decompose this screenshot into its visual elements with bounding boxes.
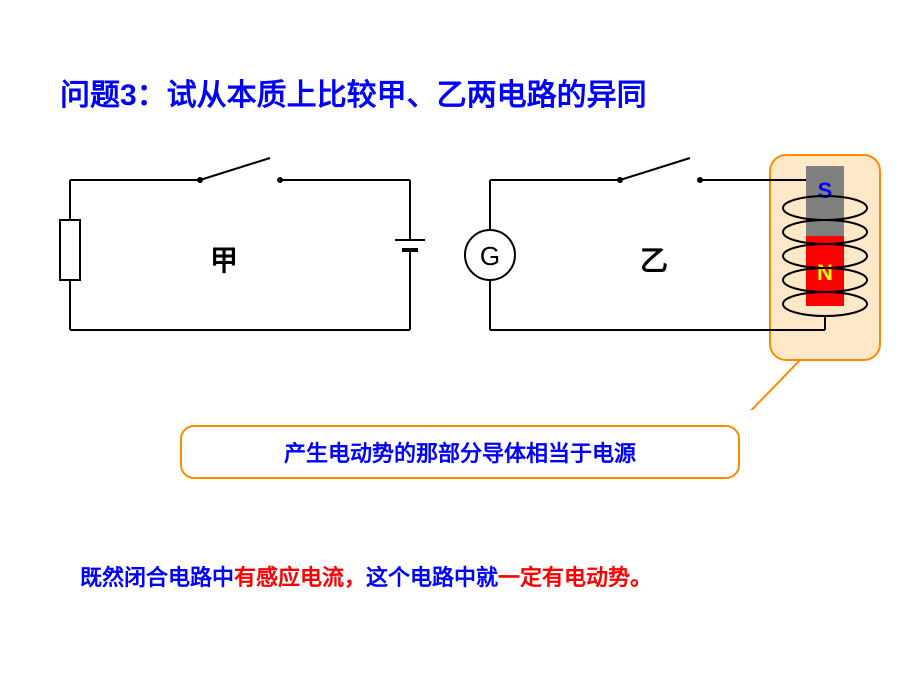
circuit-right-label: 乙 [640,245,668,276]
callout-connector [740,360,800,410]
slide-title: 问题3：试从本质上比较甲、乙两电路的异同 [60,70,647,114]
bottom-part-3: 一定有电动势。 [498,565,652,590]
callout-text: 产生电动势的那部分导体相当于电源 [284,436,636,468]
bottom-sentence: 既然闭合电路中有感应电流，这个电路中就一定有电动势。 [80,560,840,592]
magnet-s-label: S [818,178,833,203]
circuit-diagram: 甲 S N [0,150,920,410]
circuit-left-label: 甲 [210,245,238,276]
circuit-right: S N G 乙 [465,155,880,410]
callout-box: 产生电动势的那部分导体相当于电源 [180,425,740,479]
magnet-n-label: N [817,260,833,285]
circuit-left: 甲 [60,158,425,330]
magnet: S N [806,166,844,306]
galvanometer-label: G [480,241,500,271]
bottom-part-0: 既然闭合电路中 [80,565,234,590]
bottom-part-1: 有感应电流， [234,565,366,590]
bottom-part-2: 这个电路中就 [366,565,498,590]
